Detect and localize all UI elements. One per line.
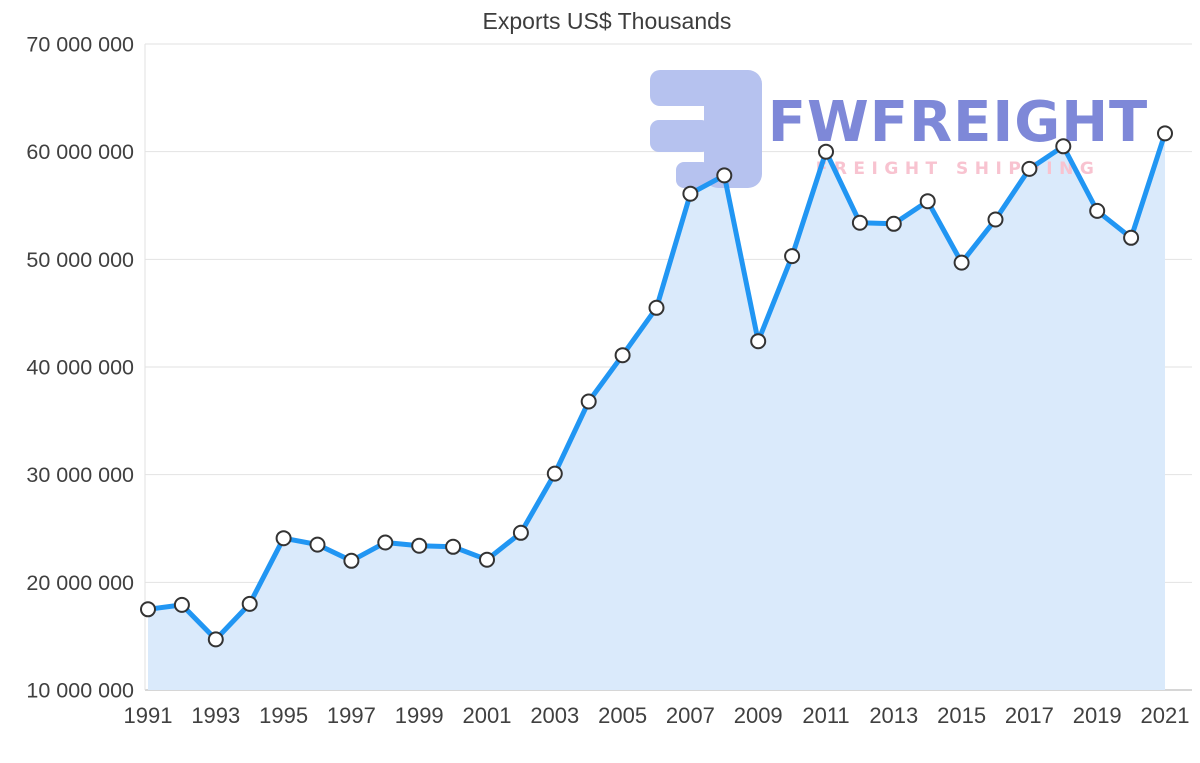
y-axis-label: 40 000 000 xyxy=(26,356,134,380)
data-point-2013[interactable] xyxy=(885,215,902,232)
data-point-2014[interactable] xyxy=(919,193,936,210)
x-axis-label: 1995 xyxy=(259,703,308,728)
logo-mark-mid-bar xyxy=(650,120,710,152)
data-point-1991[interactable] xyxy=(140,601,156,618)
x-axis-label: 1991 xyxy=(124,703,173,728)
data-point-2010[interactable] xyxy=(784,248,801,265)
data-point-2017[interactable] xyxy=(1021,160,1038,177)
y-axis-label: 50 000 000 xyxy=(26,248,134,272)
x-axis-label: 1999 xyxy=(395,703,444,728)
x-axis-label: 2013 xyxy=(869,703,918,728)
data-point-2007[interactable] xyxy=(682,185,699,202)
data-point-2016[interactable] xyxy=(987,211,1004,228)
data-point-2003[interactable] xyxy=(546,465,563,482)
data-point-2020[interactable] xyxy=(1123,229,1140,246)
data-point-1998[interactable] xyxy=(377,534,394,551)
fwfreight-watermark: FWFREIGHT FREIGHT SHIPPING xyxy=(650,70,1149,188)
logo-mark-top-bar xyxy=(650,70,728,106)
data-point-2012[interactable] xyxy=(851,214,868,231)
data-point-2018[interactable] xyxy=(1055,138,1072,155)
data-point-2006[interactable] xyxy=(648,299,665,316)
data-point-2005[interactable] xyxy=(614,347,631,364)
data-point-2004[interactable] xyxy=(580,393,597,410)
chart-title: Exports US$ Thousands xyxy=(483,8,732,34)
data-point-2000[interactable] xyxy=(445,538,462,555)
data-point-2008[interactable] xyxy=(716,167,733,184)
data-point-1992[interactable] xyxy=(173,596,190,613)
y-axis-label: 60 000 000 xyxy=(26,140,134,164)
data-point-2015[interactable] xyxy=(953,254,970,271)
y-axis-label: 70 000 000 xyxy=(26,33,134,57)
data-point-1995[interactable] xyxy=(275,530,292,547)
x-axis-label: 1997 xyxy=(327,703,376,728)
x-axis-label: 2007 xyxy=(666,703,715,728)
data-point-1993[interactable] xyxy=(207,631,224,648)
data-point-2009[interactable] xyxy=(750,333,767,350)
y-axis-labels: 10 000 000 20 000 000 30 000 000 40 000 000… xyxy=(26,33,134,703)
fwfreight-logo-mark xyxy=(650,70,762,188)
x-axis-label: 1993 xyxy=(191,703,240,728)
x-axis-label: 2021 xyxy=(1141,703,1190,728)
data-point-1994[interactable] xyxy=(241,595,258,612)
y-axis-label: 30 000 000 xyxy=(26,463,134,487)
marker-layer xyxy=(140,125,1173,648)
watermark-tagline-text: FREIGHT SHIPPING xyxy=(816,159,1101,179)
data-point-2021[interactable] xyxy=(1157,125,1173,142)
logo-mark-bottom-bar xyxy=(676,162,710,188)
x-axis-label: 2001 xyxy=(463,703,512,728)
y-axis-label: 10 000 000 xyxy=(26,679,134,703)
data-point-1999[interactable] xyxy=(411,537,428,554)
x-axis-label: 2003 xyxy=(530,703,579,728)
y-axis-label: 20 000 000 xyxy=(26,571,134,595)
x-axis-label: 2009 xyxy=(734,703,783,728)
data-point-2002[interactable] xyxy=(512,524,529,541)
series-area-fill xyxy=(148,133,1165,690)
x-axis-label: 2015 xyxy=(937,703,986,728)
x-axis-label: 2005 xyxy=(598,703,647,728)
x-axis-labels: 1991 1993 1995 1997 1999 2001 2003 2005 2007 2009… xyxy=(124,703,1190,728)
data-point-1996[interactable] xyxy=(309,536,326,553)
x-axis-label: 2017 xyxy=(1005,703,1054,728)
watermark-brand-text: FWFREIGHT xyxy=(768,90,1149,155)
x-axis-label: 2011 xyxy=(802,703,849,728)
data-point-2001[interactable] xyxy=(479,551,495,568)
data-point-2011[interactable] xyxy=(818,143,834,160)
area-layer xyxy=(148,133,1165,690)
data-point-1997[interactable] xyxy=(343,552,360,569)
x-axis-label: 2019 xyxy=(1073,703,1122,728)
data-point-2019[interactable] xyxy=(1089,202,1106,219)
